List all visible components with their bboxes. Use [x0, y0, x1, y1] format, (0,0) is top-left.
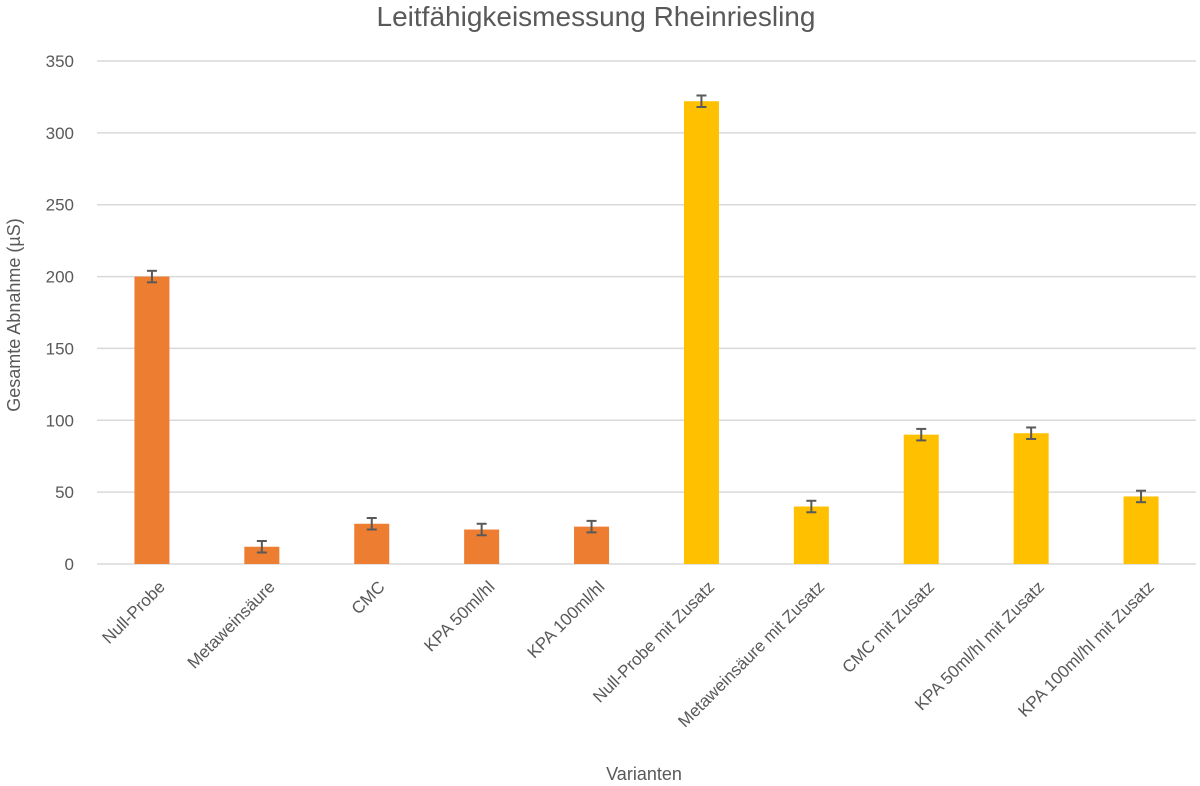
y-tick-label: 350 [46, 52, 74, 71]
bar [793, 506, 829, 564]
error-bars [146, 94, 1147, 554]
bar [683, 101, 719, 565]
bar [1123, 496, 1159, 564]
x-tick-label: CMC [348, 577, 389, 618]
y-tick-label: 50 [55, 483, 74, 502]
x-axis-ticks: Null-Probe Metaweinsäure CMC KPA 50ml/hl KPA… [99, 577, 1158, 731]
gridlines [97, 60, 1196, 565]
x-tick-label: Null-Probe [99, 577, 169, 647]
y-tick-label: 0 [65, 555, 74, 574]
x-tick-label: KPA 100ml/hl [524, 577, 609, 662]
bar [903, 434, 939, 564]
y-tick-label: 200 [46, 268, 74, 287]
x-tick-label: KPA 50ml/hl [420, 577, 498, 655]
bar [244, 546, 280, 564]
x-tick-label: CMC mit Zusatz [838, 577, 938, 677]
y-tick-label: 300 [46, 124, 74, 143]
chart-title: Leitfähigkeismessung Rheinriesling [377, 1, 816, 32]
y-axis-ticks: 0 50 100 150 200 250 300 350 [46, 52, 74, 574]
x-tick-label: Metaweinsäure [184, 577, 279, 672]
x-tick-label: Null-Probe mit Zusatz [589, 577, 718, 706]
x-axis-label: Varianten [606, 764, 682, 784]
y-tick-label: 250 [46, 196, 74, 215]
y-tick-label: 150 [46, 339, 74, 358]
y-tick-label: 100 [46, 411, 74, 430]
bar [1013, 433, 1049, 564]
bar [134, 276, 170, 564]
y-axis-label: Gesamte Abnahme (µS) [4, 218, 24, 411]
bars [134, 101, 1159, 565]
